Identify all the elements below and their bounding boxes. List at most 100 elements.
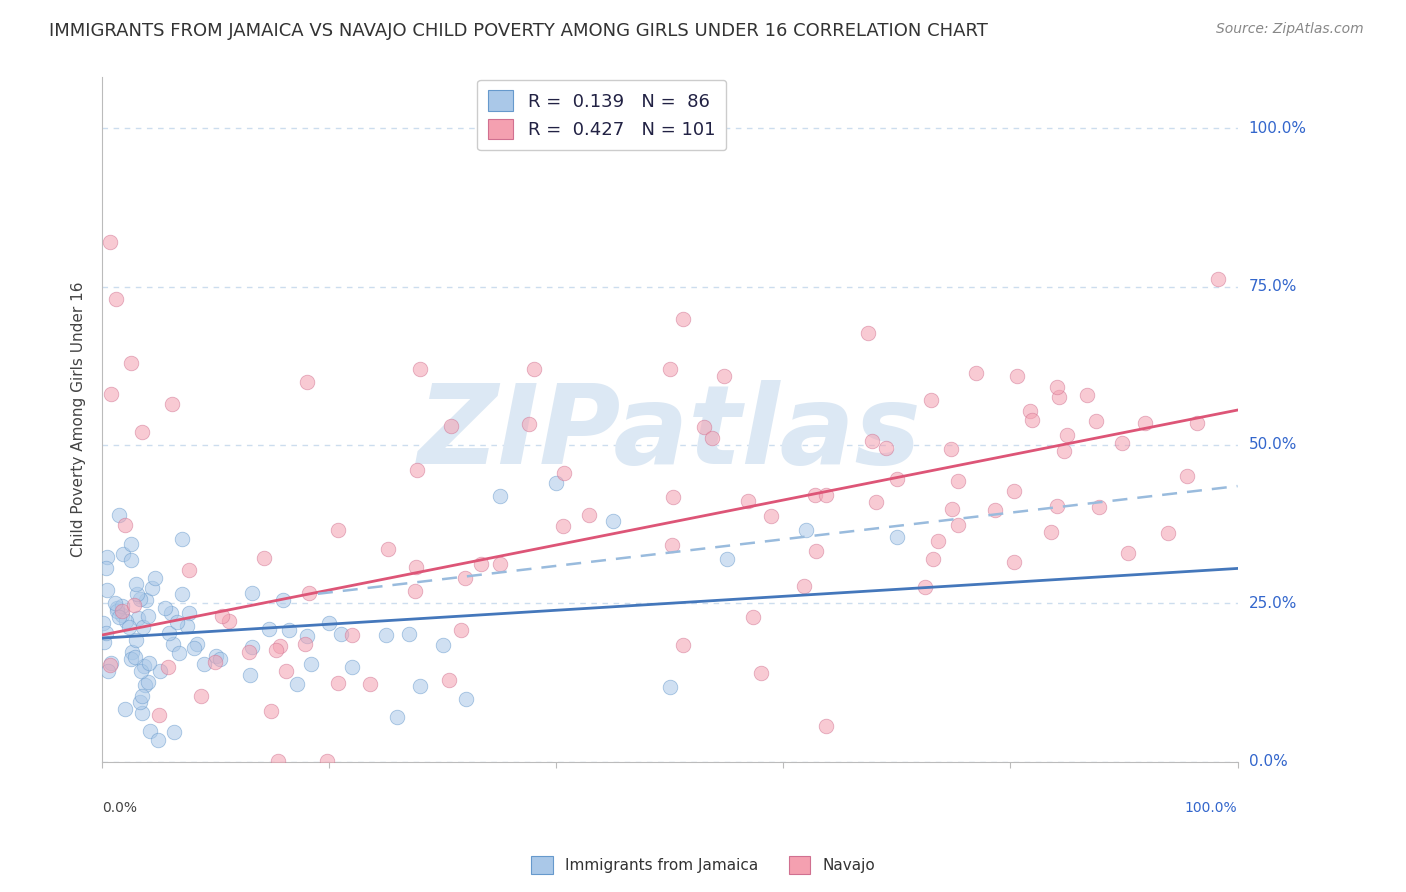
Point <box>375 628 398 642</box>
Point <box>177 606 200 620</box>
Point <box>398 627 420 641</box>
Point <box>218 614 240 628</box>
Point <box>285 677 308 691</box>
Text: 0.0%: 0.0% <box>1249 754 1288 769</box>
Point <box>1133 416 1156 430</box>
Point <box>134 659 156 673</box>
Point <box>1039 525 1062 540</box>
Point <box>794 523 817 537</box>
Point <box>204 655 226 669</box>
Point <box>856 326 879 340</box>
Point <box>259 622 281 636</box>
Point <box>239 667 262 681</box>
Point <box>124 577 146 591</box>
Point <box>700 431 723 445</box>
Point <box>276 664 298 678</box>
Point <box>240 586 263 600</box>
Point <box>409 362 432 376</box>
Point <box>1019 404 1042 418</box>
Point <box>129 664 152 678</box>
Point <box>139 723 162 738</box>
Point <box>138 674 160 689</box>
Point <box>160 396 183 410</box>
Point <box>238 645 260 659</box>
Point <box>260 704 283 718</box>
Point <box>269 640 291 654</box>
Point <box>273 593 295 607</box>
Point <box>294 638 316 652</box>
Point <box>658 362 681 376</box>
Point <box>672 312 695 326</box>
Legend: Immigrants from Jamaica, Navajo: Immigrants from Jamaica, Navajo <box>524 850 882 880</box>
Point <box>124 598 146 612</box>
Point <box>941 442 963 457</box>
Point <box>295 629 318 643</box>
Text: Source: ZipAtlas.com: Source: ZipAtlas.com <box>1216 22 1364 37</box>
Point <box>96 561 118 575</box>
Point <box>111 607 134 622</box>
Point <box>107 508 129 523</box>
Point <box>105 600 128 615</box>
Point <box>984 503 1007 517</box>
Point <box>141 582 163 596</box>
Point <box>179 563 201 577</box>
Point <box>454 691 477 706</box>
Point <box>205 648 228 663</box>
Point <box>176 619 198 633</box>
Point <box>240 640 263 655</box>
Point <box>318 616 340 631</box>
Point <box>432 638 454 652</box>
Point <box>120 652 142 666</box>
Point <box>693 419 716 434</box>
Point <box>98 235 121 249</box>
Point <box>131 425 153 440</box>
Point <box>131 689 153 703</box>
Point <box>470 557 492 571</box>
Point <box>551 519 574 533</box>
Point <box>301 657 323 671</box>
Point <box>118 619 141 633</box>
Point <box>96 582 118 597</box>
Point <box>865 494 887 508</box>
Point <box>553 466 575 480</box>
Point <box>875 441 897 455</box>
Point <box>169 646 191 660</box>
Point <box>253 550 276 565</box>
Point <box>208 652 231 666</box>
Point <box>1002 484 1025 499</box>
Point <box>186 637 208 651</box>
Point <box>1088 500 1111 514</box>
Point <box>517 417 540 432</box>
Point <box>190 690 212 704</box>
Point <box>125 633 148 648</box>
Point <box>112 548 135 562</box>
Point <box>578 508 600 523</box>
Point <box>804 488 827 502</box>
Point <box>1046 499 1069 513</box>
Point <box>814 488 837 502</box>
Point <box>138 608 160 623</box>
Point <box>662 491 685 505</box>
Point <box>1002 555 1025 569</box>
Point <box>946 518 969 533</box>
Point <box>148 732 170 747</box>
Point <box>437 673 460 687</box>
Point <box>661 539 683 553</box>
Point <box>914 580 936 594</box>
Point <box>1046 380 1069 394</box>
Point <box>737 494 759 508</box>
Point <box>523 362 546 376</box>
Point <box>340 660 363 674</box>
Point <box>128 592 150 607</box>
Point <box>170 532 193 546</box>
Point <box>1053 443 1076 458</box>
Text: 50.0%: 50.0% <box>1249 437 1296 452</box>
Point <box>163 725 186 739</box>
Text: ZIPatlas: ZIPatlas <box>418 380 922 487</box>
Point <box>405 559 427 574</box>
Point <box>1076 388 1098 402</box>
Point <box>602 514 624 528</box>
Point <box>387 709 409 723</box>
Point <box>860 434 883 449</box>
Point <box>148 707 170 722</box>
